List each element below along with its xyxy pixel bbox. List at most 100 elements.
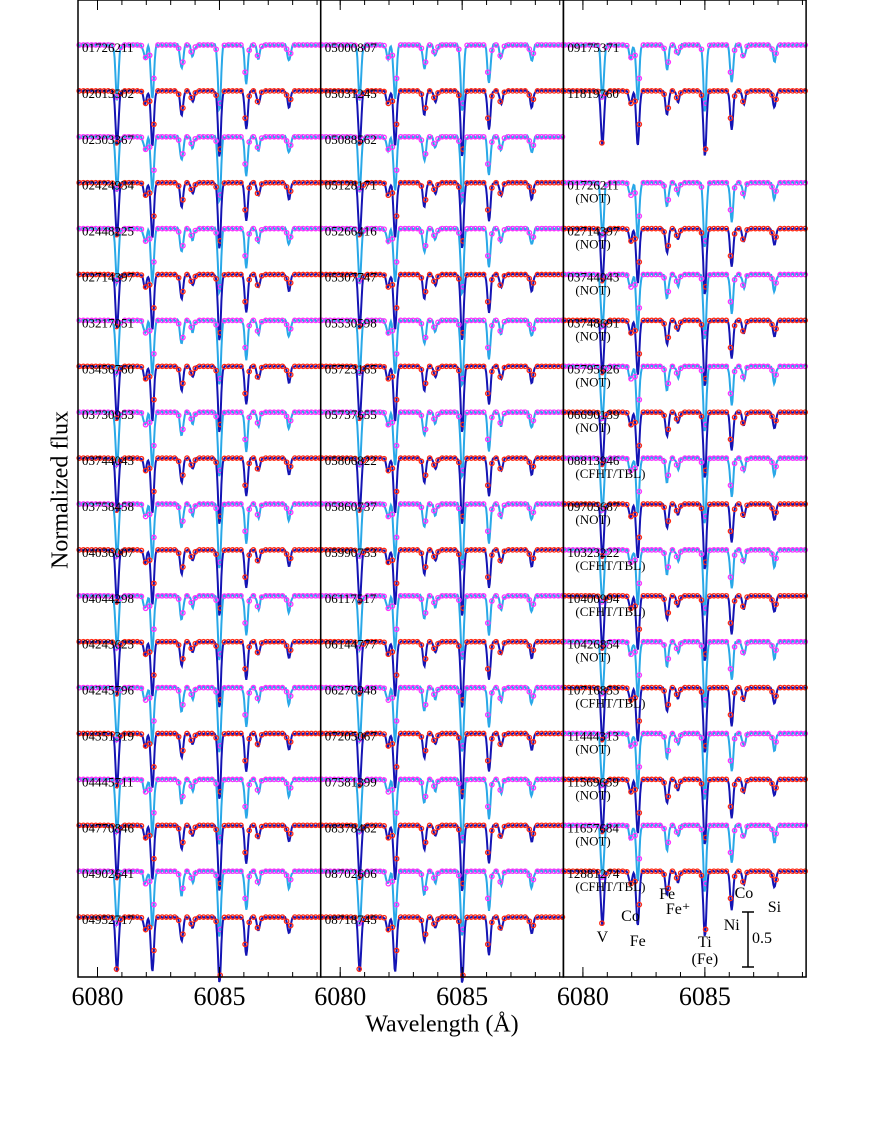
panel: 05000807 05031245 05088562 05128171 05266416… <box>314 0 566 1011</box>
model-points <box>561 363 808 428</box>
star-id: 05806822 <box>325 453 377 468</box>
star-id: 12881274 <box>567 866 620 881</box>
model-points <box>319 547 566 611</box>
star-id: 04952717 <box>82 912 135 927</box>
line-label: Co <box>735 885 754 902</box>
model-points <box>561 271 808 336</box>
star-id: 10426854 <box>567 637 620 652</box>
star-id: 02448225 <box>82 224 134 239</box>
line-note: (Fe) <box>692 951 719 968</box>
model-points <box>319 501 566 566</box>
model-points <box>319 455 566 520</box>
model-points <box>76 914 323 979</box>
star-id: 03730953 <box>82 407 134 422</box>
model-points <box>76 868 323 933</box>
star-id: 08718745 <box>325 912 377 927</box>
line-label: Fe⁺ <box>666 901 690 918</box>
star-id: 09705687 <box>567 499 620 514</box>
model-points <box>76 225 323 290</box>
star-id: 06117517 <box>325 591 377 606</box>
star-id: 05860737 <box>325 499 378 514</box>
star-note: (NOT) <box>575 512 610 527</box>
line-label: Fe <box>630 933 646 950</box>
star-note: (NOT) <box>575 237 610 252</box>
y-axis-label: Normalized flux <box>48 411 74 569</box>
model-points <box>76 501 323 566</box>
star-id: 05088562 <box>325 132 377 147</box>
star-note: (NOT) <box>575 787 610 802</box>
model-points <box>76 455 323 520</box>
model-points <box>319 868 566 933</box>
star-id: 03456760 <box>82 361 134 376</box>
star-id: 03744043 <box>82 453 134 468</box>
x-tick-label: 6085 <box>679 982 731 1011</box>
star-id: 06144777 <box>325 637 378 652</box>
model-points <box>561 501 808 566</box>
model-points <box>561 868 808 933</box>
star-id: 11657684 <box>567 820 619 835</box>
star-id: 05530598 <box>325 315 377 330</box>
star-note: (NOT) <box>575 420 610 435</box>
model-points <box>76 42 323 107</box>
model-points <box>319 684 566 749</box>
star-id: 02303367 <box>82 132 135 147</box>
star-id: 05031245 <box>325 86 377 101</box>
x-tick-label: 6080 <box>314 982 366 1011</box>
model-points <box>561 179 808 244</box>
model-points <box>319 822 566 887</box>
model-points <box>561 42 808 107</box>
star-id: 07205067 <box>325 728 378 743</box>
star-id: 04445711 <box>82 774 134 789</box>
model-points <box>319 592 566 657</box>
star-note: (CFHT/TBL) <box>575 604 645 619</box>
star-note: (NOT) <box>575 191 610 206</box>
star-id: 03744043 <box>567 269 619 284</box>
model-points <box>319 730 566 795</box>
star-id: 03748691 <box>567 315 619 330</box>
star-note: (CFHT/TBL) <box>575 558 645 573</box>
star-id: 05990753 <box>325 545 377 560</box>
panel: 01726211 02013502 02303367 02424934 02448225… <box>72 0 323 1011</box>
model-points <box>76 592 323 657</box>
star-id: 04044298 <box>82 591 134 606</box>
star-note: (NOT) <box>575 282 610 297</box>
star-id: 02714397 <box>82 269 135 284</box>
x-tick-label: 6080 <box>72 982 124 1011</box>
star-id: 03217051 <box>82 315 134 330</box>
star-id: 03758458 <box>82 499 134 514</box>
model-points <box>76 822 323 887</box>
model-points <box>561 730 808 795</box>
star-id: 04036007 <box>82 545 135 560</box>
model-points <box>561 776 808 841</box>
model-points <box>319 638 566 703</box>
panel: 091753711181976001726211(NOT)02714397(NO… <box>557 0 808 1011</box>
model-points <box>319 179 566 244</box>
model-points <box>76 88 323 152</box>
star-id: 04770846 <box>82 820 135 835</box>
star-id: 04902641 <box>82 866 134 881</box>
star-id: 02714397 <box>567 224 620 239</box>
model-points <box>561 225 808 290</box>
star-id: 11819760 <box>567 86 619 101</box>
star-note: (NOT) <box>575 328 610 343</box>
model-points <box>76 638 323 703</box>
model-points <box>76 317 323 382</box>
model-points <box>76 133 323 198</box>
model-points <box>76 179 323 244</box>
model-points <box>319 271 566 336</box>
model-points <box>76 730 323 795</box>
model-points <box>561 592 808 657</box>
star-note: (CFHT/TBL) <box>575 696 645 711</box>
star-id: 05128171 <box>325 178 377 193</box>
star-id: 02424934 <box>82 178 135 193</box>
model-points <box>561 317 808 382</box>
star-note: (CFHT/TBL) <box>575 879 645 894</box>
star-id: 08378462 <box>325 820 377 835</box>
star-id: 11444313 <box>567 728 619 743</box>
model-points <box>561 684 808 749</box>
model-points <box>319 776 566 841</box>
model-points <box>76 363 323 428</box>
star-id: 11569659 <box>567 774 619 789</box>
star-id: 06276948 <box>325 683 377 698</box>
star-id: 05795626 <box>567 361 620 376</box>
